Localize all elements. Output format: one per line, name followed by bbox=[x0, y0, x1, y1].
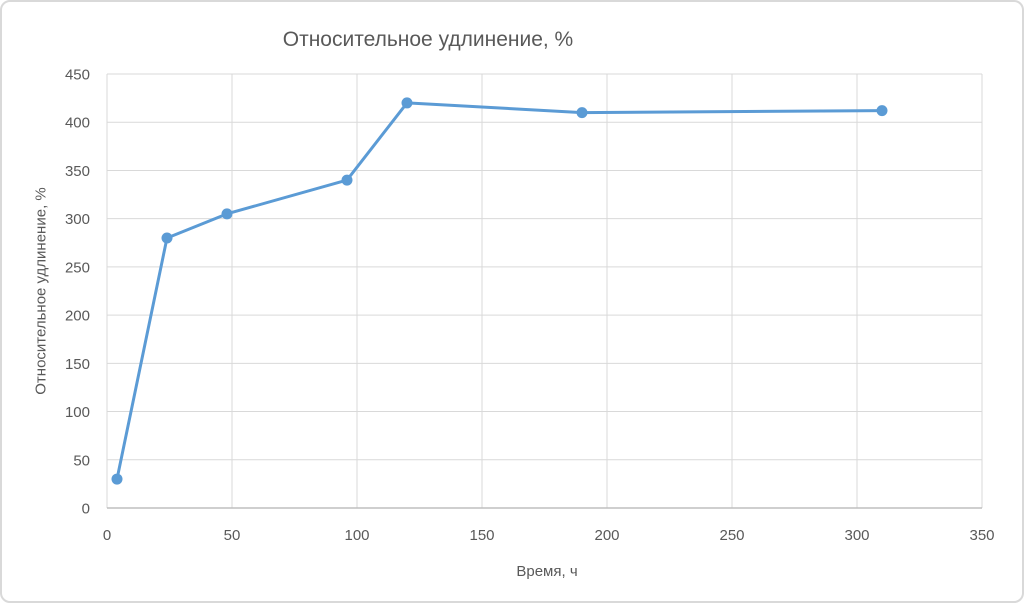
x-tick-label: 350 bbox=[969, 527, 994, 544]
y-tick-label: 300 bbox=[65, 211, 90, 228]
x-tick-label: 100 bbox=[344, 527, 369, 544]
y-axis-title: Относительное удлинение, % bbox=[32, 187, 50, 395]
data-series bbox=[111, 97, 888, 485]
y-tick-label: 150 bbox=[65, 356, 90, 373]
x-axis-title: Время, ч bbox=[516, 563, 578, 580]
y-tick-label: 0 bbox=[82, 501, 90, 518]
x-tick-label: 150 bbox=[469, 527, 494, 544]
y-tick-label: 50 bbox=[73, 452, 90, 469]
data-point-marker bbox=[341, 174, 353, 186]
data-point-marker bbox=[401, 97, 413, 109]
data-point-marker bbox=[221, 208, 233, 220]
data-point-marker bbox=[111, 473, 123, 485]
y-tick-label: 100 bbox=[65, 404, 90, 421]
x-tick-label: 0 bbox=[103, 527, 111, 544]
x-tick-label: 250 bbox=[719, 527, 744, 544]
tick-labels: 0 50 100 150 200 250 300 350 400 450 0 50 100 150 200 2… bbox=[65, 67, 995, 545]
y-tick-label: 450 bbox=[65, 67, 90, 84]
y-tick-label: 350 bbox=[65, 163, 90, 180]
x-tick-label: 200 bbox=[594, 527, 619, 544]
data-point-marker bbox=[876, 105, 888, 117]
x-tick-label: 300 bbox=[844, 527, 869, 544]
y-tick-label: 250 bbox=[65, 259, 90, 276]
data-point-marker bbox=[576, 107, 588, 119]
y-tick-label: 200 bbox=[65, 308, 90, 325]
gridlines bbox=[106, 73, 983, 509]
x-tick-label: 50 bbox=[224, 527, 241, 544]
y-tick-label: 400 bbox=[65, 115, 90, 132]
chart-title: Относительное удлинение, % bbox=[282, 28, 574, 51]
data-point-marker bbox=[161, 232, 173, 244]
